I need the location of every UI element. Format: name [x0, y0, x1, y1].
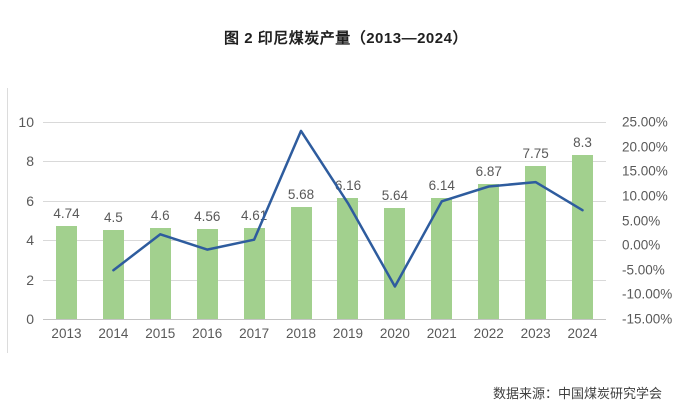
bar-value-label: 4.6 — [150, 208, 170, 224]
right-axis-tick-label: 25.00% — [622, 114, 668, 130]
x-axis-year-label: 2015 — [145, 326, 176, 341]
right-axis-tick-label: -5.00% — [622, 262, 665, 278]
bar-value-label: 6.16 — [334, 177, 362, 193]
right-axis-tick-label: -15.00% — [622, 311, 673, 327]
bar-value-label: 4.74 — [53, 205, 80, 221]
right-axis-tick-label: -10.00% — [622, 286, 673, 302]
right-axis-tick-label: 5.00% — [622, 213, 661, 228]
production-bar — [478, 183, 500, 319]
x-axis-year-label: 2018 — [286, 326, 317, 341]
right-axis-tick-label: 20.00% — [622, 139, 668, 155]
gridline — [43, 319, 606, 320]
bar-value-label: 4.5 — [103, 210, 123, 226]
production-bar — [572, 155, 594, 319]
growth-rate-line — [112, 129, 584, 288]
left-axis-tick-label: 6 — [26, 192, 34, 209]
bar-value-label: 6.87 — [475, 163, 502, 179]
x-axis-year-label: 2022 — [473, 326, 504, 341]
bar-value-label: 4.56 — [194, 209, 221, 225]
bar-value-label: 5.68 — [287, 187, 315, 203]
data-source-note: 数据来源：中国煤炭研究学会 — [492, 386, 662, 401]
left-axis-tick-label: 0 — [26, 311, 34, 327]
production-bar — [102, 230, 124, 319]
left-axis-tick-label: 2 — [26, 271, 34, 288]
gridline — [43, 161, 606, 163]
left-axis-tick-label: 4 — [26, 232, 34, 249]
production-bar — [196, 229, 218, 319]
right-axis-tick-label: 15.00% — [622, 163, 668, 179]
x-axis-year-label: 2024 — [567, 326, 598, 341]
x-axis-year-label: 2016 — [192, 326, 223, 341]
gridline — [43, 200, 606, 202]
x-axis-year-label: 2014 — [98, 326, 129, 341]
x-axis-year-label: 2013 — [51, 326, 82, 341]
gridline — [43, 240, 606, 242]
bar-value-label: 8.3 — [573, 135, 592, 151]
production-bar — [55, 225, 77, 319]
production-bar — [384, 207, 406, 319]
production-bar — [149, 228, 171, 319]
left-axis-tick-label: 8 — [26, 153, 34, 170]
bar-value-label: 5.64 — [381, 187, 409, 203]
plot-area: 10 8 6 4 2 0 25.00% 20.00% 15.00% 10.00% 5.00% 0.00… — [18, 114, 672, 341]
bar-value-label: 4.61 — [240, 208, 268, 224]
right-axis-tick-label: 10.00% — [622, 188, 668, 204]
left-axis-tick-label: 10 — [18, 114, 34, 130]
chart-left-border — [7, 88, 8, 353]
production-bar — [290, 207, 312, 319]
right-axis-tick-label: 0.00% — [622, 237, 661, 253]
production-bar — [431, 198, 453, 319]
production-bar — [337, 197, 359, 319]
production-bar — [525, 166, 547, 319]
chart-title: 图 2 印尼煤炭产量（2013—2024） — [224, 30, 468, 47]
bar-value-label: 7.75 — [522, 146, 549, 162]
gridline — [43, 279, 606, 281]
x-axis-year-label: 2023 — [520, 326, 551, 341]
gridline — [43, 122, 606, 123]
x-axis-year-label: 2020 — [379, 326, 410, 341]
x-axis-year-label: 2021 — [426, 326, 457, 341]
x-axis-year-label: 2017 — [239, 326, 270, 341]
x-axis-year-label: 2019 — [332, 326, 363, 341]
production-bar — [243, 228, 265, 319]
bar-value-label: 6.14 — [428, 178, 455, 194]
